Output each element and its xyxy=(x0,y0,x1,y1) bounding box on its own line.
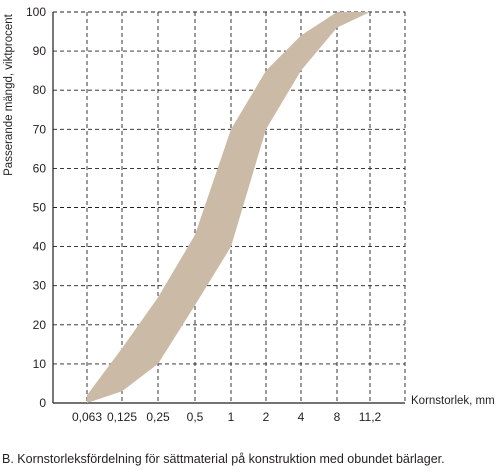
y-tick-90: 90 xyxy=(33,44,47,58)
y-tick-100: 100 xyxy=(26,5,46,19)
x-tick-8: 11,2 xyxy=(359,410,382,424)
x-tick-0: 0,063 xyxy=(72,410,102,424)
figure-caption: B. Kornstorleksfördelning för sättmateri… xyxy=(2,452,445,466)
x-tick-3: 0,5 xyxy=(187,410,204,424)
y-tick-70: 70 xyxy=(33,122,47,136)
x-tick-6: 4 xyxy=(298,410,305,424)
y-tick-0: 0 xyxy=(39,396,46,410)
grading-band xyxy=(87,12,370,403)
y-axis-label: Passerande mängd, viktprocent xyxy=(3,13,15,176)
x-axis-label: Kornstorlek, mm xyxy=(411,395,495,407)
y-tick-labels: 0 10 20 30 40 50 60 70 80 90 100 xyxy=(26,5,46,410)
x-tick-5: 2 xyxy=(263,410,270,424)
y-tick-60: 60 xyxy=(33,161,47,175)
y-tick-50: 50 xyxy=(33,201,47,215)
y-tick-30: 30 xyxy=(33,279,47,293)
x-tick-7: 8 xyxy=(334,410,341,424)
y-tick-20: 20 xyxy=(33,318,47,332)
x-tick-1: 0,125 xyxy=(107,410,137,424)
x-tick-2: 0,25 xyxy=(146,410,170,424)
x-tick-labels: 0,063 0,125 0,25 0,5 1 2 4 8 11,2 xyxy=(72,410,382,424)
y-tick-40: 40 xyxy=(33,240,47,254)
y-tick-10: 10 xyxy=(33,357,47,371)
y-tick-80: 80 xyxy=(33,83,47,97)
x-tick-4: 1 xyxy=(228,410,235,424)
